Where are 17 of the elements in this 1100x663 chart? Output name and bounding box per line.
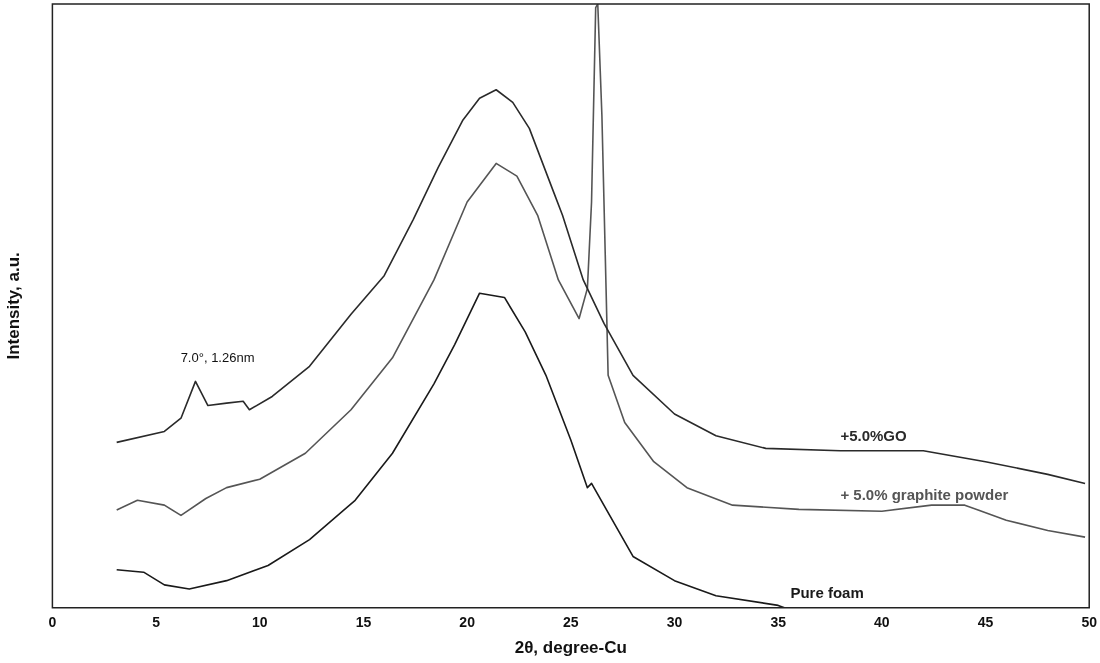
series-label: Pure foam xyxy=(790,584,864,602)
series-label: + 5.0% graphite powder xyxy=(840,486,1009,504)
x-tick-label: 45 xyxy=(977,614,994,631)
series-label: +5.0%GO xyxy=(840,427,907,445)
x-tick-label: 0 xyxy=(48,614,57,631)
x-tick-label: 10 xyxy=(251,614,268,631)
x-tick-label: 40 xyxy=(874,614,890,631)
x-tick-label: 30 xyxy=(666,614,683,631)
x-tick-label: 5 xyxy=(152,614,161,631)
x-axis-title: 2θ, degree-Cu xyxy=(514,638,627,658)
annotation: 7.0°, 1.26nm xyxy=(180,350,255,366)
x-tick-label: 15 xyxy=(355,614,372,631)
x-tick-label: 35 xyxy=(770,614,787,631)
x-tick-label: 25 xyxy=(563,614,579,631)
x-tick-label: 20 xyxy=(459,614,476,631)
x-tick-label: 50 xyxy=(1081,614,1098,631)
y-axis-title: Intensity, a.u. xyxy=(3,252,23,360)
